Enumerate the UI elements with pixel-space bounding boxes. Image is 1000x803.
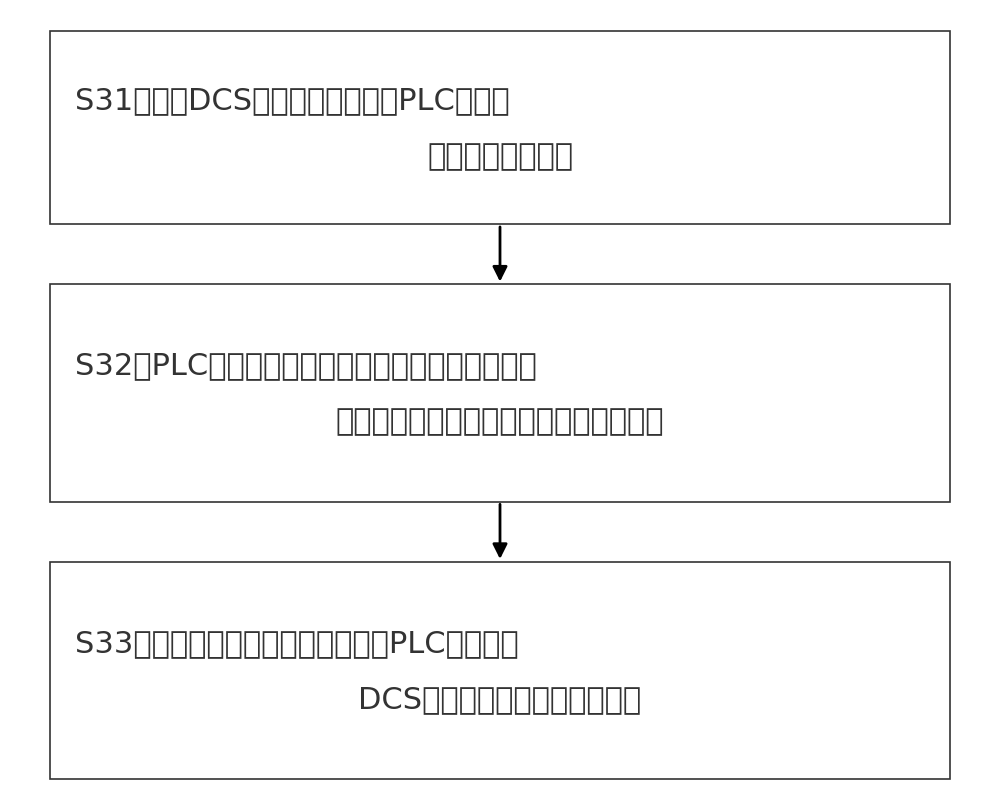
Text: S32、PLC控制器接收到开车按钮信号后，根据预设: S32、PLC控制器接收到开车按钮信号后，根据预设 [75, 351, 537, 380]
Text: DCS系统反馈整流系统检测结果: DCS系统反馈整流系统检测结果 [358, 684, 642, 713]
Text: S33、当整流系统满足开车标准时，PLC控制器向: S33、当整流系统满足开车标准时，PLC控制器向 [75, 628, 519, 657]
FancyBboxPatch shape [50, 32, 950, 225]
Text: S31、通过DCS系统向整流系统的PLC控制器: S31、通过DCS系统向整流系统的PLC控制器 [75, 86, 510, 115]
FancyBboxPatch shape [50, 285, 950, 502]
Text: 工艺条件检测整流系统是否满足开车标准: 工艺条件检测整流系统是否满足开车标准 [336, 407, 664, 436]
FancyBboxPatch shape [50, 562, 950, 779]
Text: 发送开车按钮信号: 发送开车按钮信号 [427, 142, 573, 171]
